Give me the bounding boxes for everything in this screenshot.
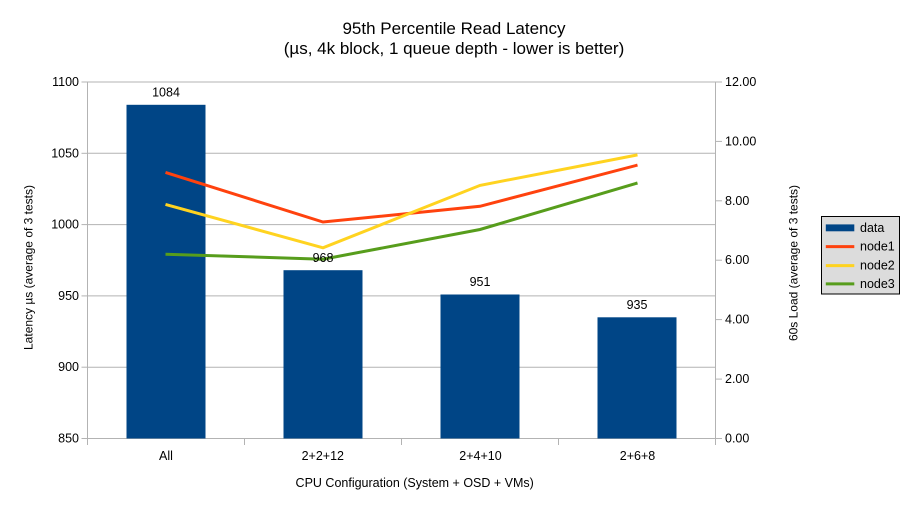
svg-text:2+6+8: 2+6+8 xyxy=(620,449,656,463)
svg-text:2.00: 2.00 xyxy=(725,372,749,386)
svg-text:1000: 1000 xyxy=(51,218,79,232)
svg-text:950: 950 xyxy=(58,289,79,303)
svg-text:850: 850 xyxy=(58,432,79,446)
svg-text:node2: node2 xyxy=(860,259,895,273)
svg-text:60s Load (average of 3 tests): 60s Load (average of 3 tests) xyxy=(787,185,801,341)
svg-text:All: All xyxy=(159,449,173,463)
svg-text:8.00: 8.00 xyxy=(725,194,749,208)
svg-text:12.00: 12.00 xyxy=(725,75,756,89)
svg-text:951: 951 xyxy=(470,275,491,289)
svg-text:95th Percentile Read Latency: 95th Percentile Read Latency xyxy=(342,19,566,38)
svg-text:1100: 1100 xyxy=(52,75,79,89)
svg-text:2+2+12: 2+2+12 xyxy=(302,449,344,463)
svg-text:900: 900 xyxy=(58,360,79,374)
svg-text:1084: 1084 xyxy=(152,85,180,99)
svg-text:2+4+10: 2+4+10 xyxy=(459,449,501,463)
svg-text:data: data xyxy=(860,221,884,235)
svg-text:Latency µs (average of 3 tests: Latency µs (average of 3 tests) xyxy=(22,185,36,350)
svg-text:6.00: 6.00 xyxy=(725,253,749,267)
svg-text:CPU Configuration (System + OS: CPU Configuration (System + OSD + VMs) xyxy=(296,476,534,490)
svg-text:node3: node3 xyxy=(860,277,895,291)
svg-text:935: 935 xyxy=(627,298,648,312)
svg-text:4.00: 4.00 xyxy=(725,313,749,327)
svg-text:node1: node1 xyxy=(860,240,895,254)
svg-text:(µs, 4k block, 1 queue depth -: (µs, 4k block, 1 queue depth - lower is … xyxy=(284,39,625,58)
svg-text:968: 968 xyxy=(313,251,334,265)
svg-text:1050: 1050 xyxy=(51,146,79,160)
svg-text:10.00: 10.00 xyxy=(725,134,756,148)
svg-text:0.00: 0.00 xyxy=(725,432,749,446)
